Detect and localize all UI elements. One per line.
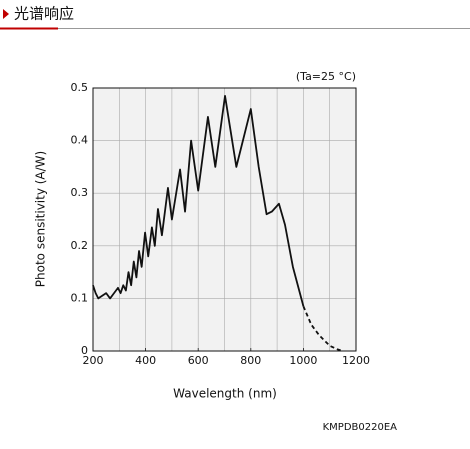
y-tick-label: 0	[81, 344, 88, 357]
y-tick-label: 0.4	[71, 134, 89, 147]
annotation: (Ta=25 °C)	[296, 70, 356, 83]
x-tick-label: 800	[240, 354, 261, 367]
header-marker	[3, 9, 9, 19]
y-axis-label: Photo sensitivity (A/W)	[34, 151, 48, 287]
x-axis-label: Wavelength (nm)	[173, 387, 277, 401]
y-tick-label: 0.3	[71, 186, 89, 199]
y-tick-label: 0.1	[71, 291, 89, 304]
x-tick-label: 1000	[289, 354, 317, 367]
x-tick-label: 600	[188, 354, 209, 367]
x-tick-label: 1200	[342, 354, 370, 367]
data-line	[302, 305, 344, 352]
figure-code: KMPDB0220EA	[323, 422, 398, 433]
header-title: 光谱响应	[14, 5, 74, 23]
x-tick-label: 200	[83, 354, 104, 367]
plot-frame	[92, 87, 357, 352]
y-tick-label: 0.5	[71, 81, 89, 94]
y-tick-label: 0.2	[71, 239, 89, 252]
x-tick-label: 400	[135, 354, 156, 367]
data-line	[92, 94, 305, 307]
